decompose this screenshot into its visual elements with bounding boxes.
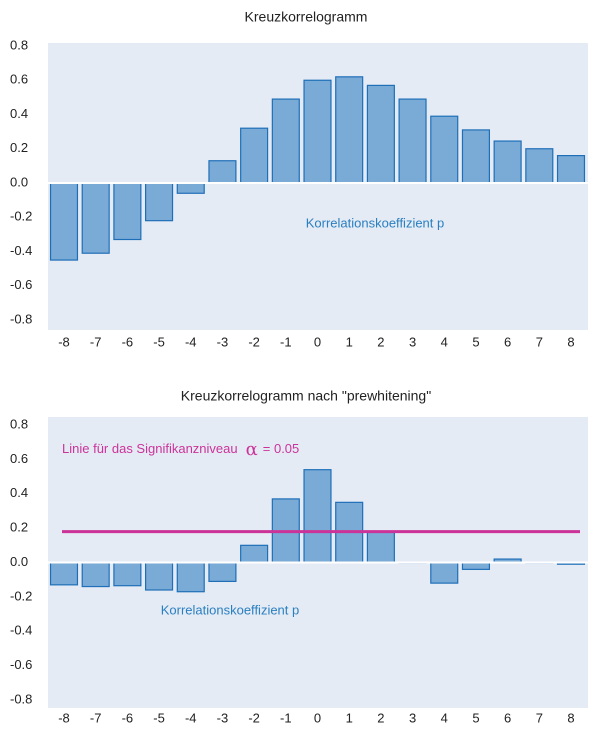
x-tick-label: -1 (280, 334, 292, 349)
y-tick-label: -0.8 (10, 311, 32, 326)
bar (525, 148, 554, 184)
x-tick-label: 6 (504, 710, 511, 725)
bar (240, 127, 269, 184)
x-tick-label: -8 (58, 334, 70, 349)
x-tick-label: -2 (248, 334, 260, 349)
bar (240, 544, 269, 564)
x-tick-label: -7 (90, 710, 102, 725)
y-tick-label: -0.8 (10, 691, 32, 706)
bar (430, 561, 459, 584)
threshold-text: Linie für das Signifikanzniveau (62, 441, 238, 456)
bar (176, 561, 205, 593)
y-tick-label: -0.4 (10, 623, 32, 638)
bar (176, 182, 205, 194)
bar (430, 115, 459, 184)
chart-title: Kreuzkorrelogramm (245, 9, 368, 25)
x-tick-label: -5 (153, 710, 165, 725)
y-tick-label: 0.0 (10, 554, 28, 569)
x-tick-label: -2 (248, 710, 260, 725)
x-tick-label: 4 (441, 710, 448, 725)
x-tick-label: 8 (567, 334, 574, 349)
bar (49, 561, 79, 586)
x-tick-label: 7 (536, 334, 543, 349)
x-tick-label: 0 (314, 334, 321, 349)
chart-title: Kreuzkorrelogramm nach "prewhitening" (181, 388, 431, 404)
x-tick-label: 1 (346, 334, 353, 349)
y-tick-label: 0.4 (10, 106, 28, 121)
y-tick-label: 0.6 (10, 451, 28, 466)
x-tick-label: -6 (122, 710, 134, 725)
alpha-symbol: α (246, 439, 258, 460)
bar (398, 98, 427, 184)
bar (208, 160, 237, 184)
bar (144, 182, 174, 222)
x-tick-label: -6 (122, 334, 134, 349)
x-tick-label: 5 (472, 710, 479, 725)
threshold-label: Linie für das Signifikanzniveau α = 0.05 (62, 439, 299, 460)
x-tick-label: 4 (441, 334, 448, 349)
bar (461, 561, 491, 570)
x-tick-label: -8 (58, 710, 70, 725)
y-tick-label: 0.4 (10, 485, 28, 500)
x-tick-label: -4 (185, 334, 197, 349)
bar (208, 561, 237, 583)
x-tick-label: 7 (536, 710, 543, 725)
y-tick-label: 0.2 (10, 520, 28, 535)
bar (81, 182, 110, 254)
bar (113, 561, 142, 587)
y-tick-label: -0.2 (10, 209, 32, 224)
bar (303, 469, 332, 564)
y-tick-label: 0.8 (10, 37, 28, 52)
x-tick-label: 5 (472, 334, 479, 349)
bar (366, 530, 395, 564)
bar (271, 98, 300, 184)
annotation: Korrelationskoeffizient p (161, 602, 300, 617)
x-tick-label: 8 (567, 710, 574, 725)
y-tick-label: 0.2 (10, 140, 28, 155)
bar (556, 155, 586, 184)
y-tick-label: 0.0 (10, 174, 28, 189)
bar (81, 561, 110, 588)
x-tick-label: -1 (280, 710, 292, 725)
y-tick-label: -0.6 (10, 277, 32, 292)
x-tick-label: -5 (153, 334, 165, 349)
x-tick-label: -4 (185, 710, 197, 725)
bar (366, 84, 395, 184)
x-tick-label: 0 (314, 710, 321, 725)
bar (461, 129, 491, 184)
y-tick-label: 0.6 (10, 72, 28, 87)
bar (335, 76, 364, 184)
bar (49, 182, 79, 261)
y-tick-label: -0.6 (10, 657, 32, 672)
annotation: Korrelationskoeffizient p (306, 215, 445, 230)
x-tick-label: 2 (377, 334, 384, 349)
y-tick-label: 0.8 (10, 416, 28, 431)
x-tick-label: 6 (504, 334, 511, 349)
x-tick-label: -7 (90, 334, 102, 349)
threshold-suffix: = 0.05 (263, 441, 300, 456)
x-tick-label: 1 (346, 710, 353, 725)
x-tick-label: 3 (409, 334, 416, 349)
bar (493, 140, 522, 184)
x-tick-label: -3 (217, 710, 229, 725)
bar (303, 79, 332, 184)
x-tick-label: 3 (409, 710, 416, 725)
x-tick-label: 2 (377, 710, 384, 725)
y-tick-label: -0.2 (10, 588, 32, 603)
x-tick-label: -3 (217, 334, 229, 349)
bar (144, 561, 174, 591)
bar (113, 182, 142, 241)
y-tick-label: -0.4 (10, 243, 32, 258)
